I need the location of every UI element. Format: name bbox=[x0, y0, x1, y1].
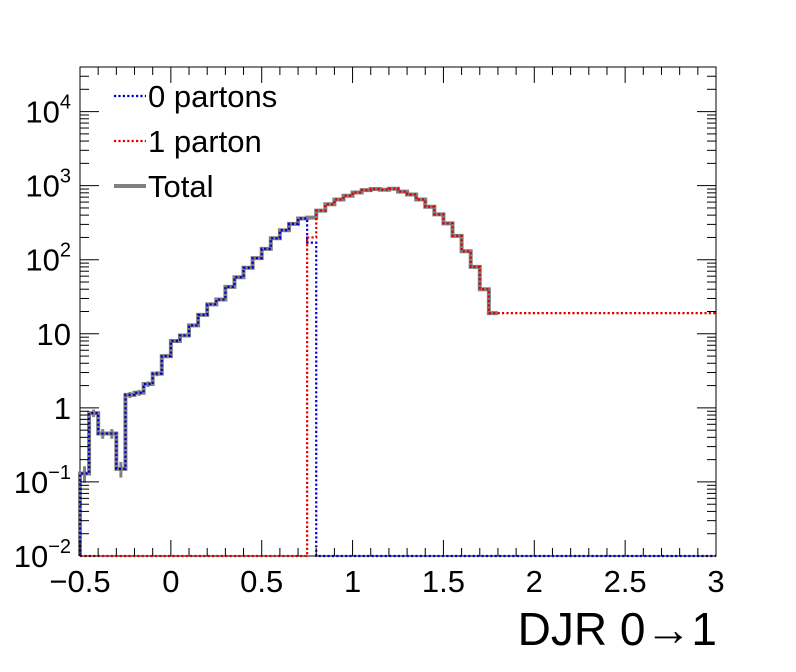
y-tick-label: 10−1 bbox=[14, 462, 71, 500]
y-tick-label: 104 bbox=[25, 92, 71, 130]
histogram-series bbox=[78, 186, 716, 558]
legend-label: 1 parton bbox=[148, 124, 262, 159]
y-tick-label: 103 bbox=[25, 166, 71, 204]
y-tick-label: 1 bbox=[54, 391, 71, 426]
series-line-total bbox=[78, 186, 498, 556]
legend-label: 0 partons bbox=[148, 79, 277, 114]
series-line-1-parton bbox=[80, 187, 716, 558]
y-tick-label: 102 bbox=[25, 240, 71, 278]
x-tick-label: 3 bbox=[707, 564, 724, 599]
x-tick-label: 0.5 bbox=[240, 564, 283, 599]
x-tick-label: 2 bbox=[526, 564, 543, 599]
y-tick-label: 10−2 bbox=[14, 536, 71, 574]
legend: 0 partons 1 parton Total bbox=[114, 79, 277, 204]
legend-label: Total bbox=[148, 169, 213, 204]
y-tick-label: 10 bbox=[37, 317, 71, 352]
x-tick-label: 1.5 bbox=[422, 564, 465, 599]
x-tick-label: −0.5 bbox=[49, 564, 110, 599]
x-axis-label: DJR 0→1 bbox=[518, 603, 717, 655]
axis-ticks: −0.5 0 0.5 1 1.5 2 2.5 3 10−2 10−1 1 10 102 103 104 bbox=[14, 66, 725, 599]
x-tick-label: 0 bbox=[162, 564, 179, 599]
x-tick-label: 1 bbox=[344, 564, 361, 599]
x-tick-label: 2.5 bbox=[604, 564, 647, 599]
series-line-0-partons bbox=[78, 217, 716, 558]
